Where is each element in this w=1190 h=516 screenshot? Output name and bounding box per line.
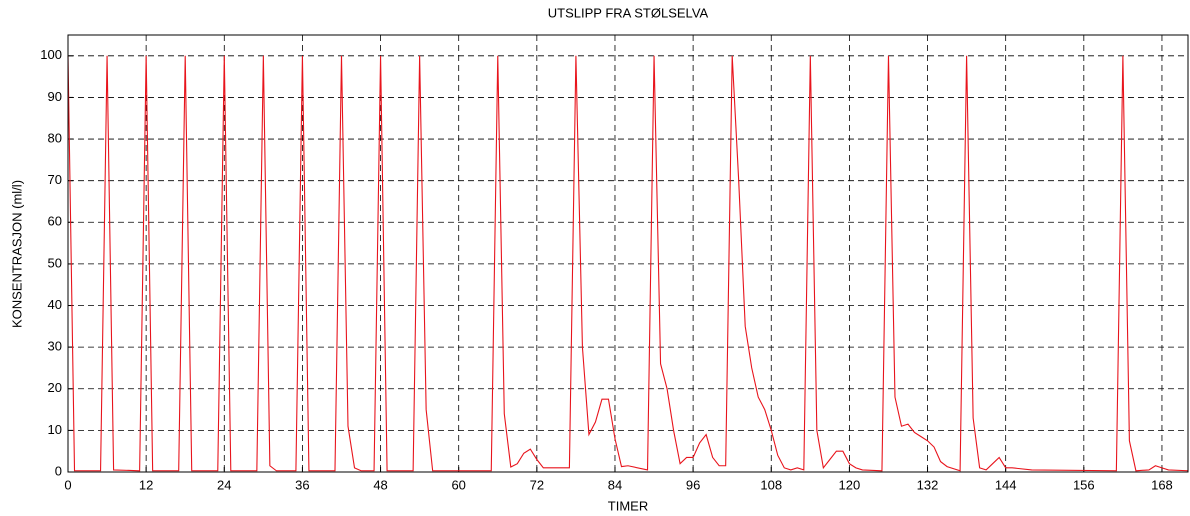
x-tick-label: 60 [451, 477, 465, 492]
x-tick-label: 12 [139, 477, 153, 492]
y-tick-label: 70 [48, 172, 62, 187]
x-tick-label: 132 [917, 477, 939, 492]
chart-title: UTSLIPP FRA STØLSELVA [548, 5, 709, 20]
y-tick-label: 30 [48, 339, 62, 354]
y-tick-label: 80 [48, 130, 62, 145]
x-tick-label: 36 [295, 477, 309, 492]
x-tick-label: 144 [995, 477, 1017, 492]
y-tick-label: 50 [48, 255, 62, 270]
y-tick-label: 40 [48, 297, 62, 312]
plot-frame [67, 34, 1189, 473]
y-tick-label: 60 [48, 214, 62, 229]
y-tick-label: 0 [55, 463, 62, 478]
x-tick-label: 120 [839, 477, 861, 492]
y-axis-label: KONSENTRASJON (ml/l) [9, 180, 24, 328]
x-tick-label: 108 [760, 477, 782, 492]
x-tick-label: 0 [64, 477, 71, 492]
x-tick-label: 48 [373, 477, 387, 492]
y-tick-label: 10 [48, 422, 62, 437]
x-tick-label: 168 [1151, 477, 1173, 492]
y-tick-label: 90 [48, 89, 62, 104]
y-tick-label: 20 [48, 380, 62, 395]
x-tick-label: 84 [608, 477, 622, 492]
x-axis-label: TIMER [608, 498, 648, 513]
x-tick-label: 24 [217, 477, 231, 492]
y-tick-label: 100 [40, 47, 62, 62]
x-tick-label: 96 [686, 477, 700, 492]
x-tick-label: 72 [530, 477, 544, 492]
x-tick-label: 156 [1073, 477, 1095, 492]
data-line [67, 55, 1189, 472]
